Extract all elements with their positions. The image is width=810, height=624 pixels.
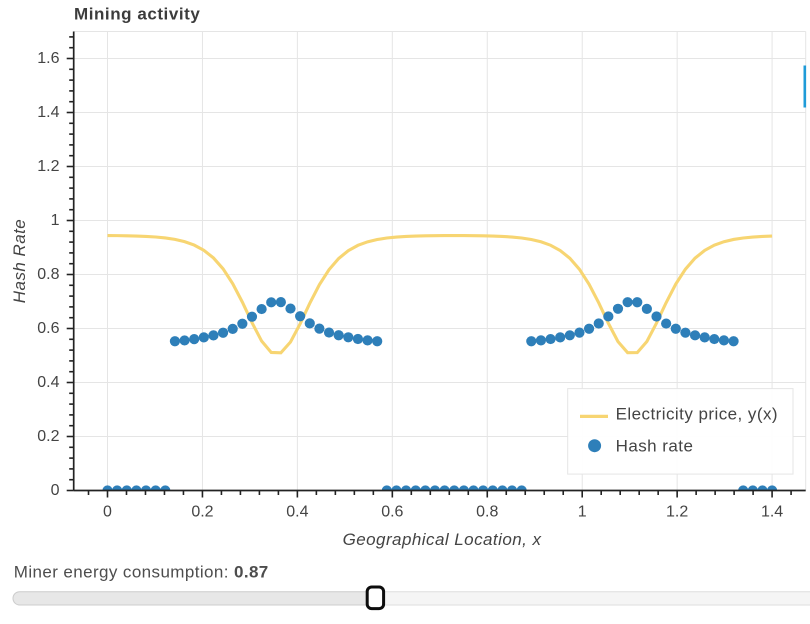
svg-text:Electricity price, y(x): Electricity price, y(x) [616,404,778,423]
svg-text:1.2: 1.2 [37,158,59,175]
svg-text:Hash Rate: Hash Rate [10,219,29,303]
svg-text:1.6: 1.6 [37,50,59,67]
svg-text:0.6: 0.6 [381,504,403,521]
svg-text:1.4: 1.4 [761,504,783,521]
svg-text:Hash rate: Hash rate [616,437,694,456]
svg-text:0: 0 [51,482,60,499]
svg-text:1: 1 [51,212,60,229]
svg-text:Mining activity: Mining activity [74,5,200,24]
svg-text:0.4: 0.4 [37,374,59,391]
svg-text:Geographical Location, x: Geographical Location, x [343,530,542,549]
svg-text:0.4: 0.4 [286,504,308,521]
svg-text:Miner energy consumption: 0.87: Miner energy consumption: 0.87 [14,563,269,582]
svg-text:1: 1 [578,504,587,521]
svg-text:0.8: 0.8 [476,504,498,521]
svg-text:0.2: 0.2 [37,428,59,445]
svg-text:1.2: 1.2 [666,504,688,521]
svg-text:0.6: 0.6 [37,320,59,337]
svg-text:0.8: 0.8 [37,266,59,283]
svg-text:0.2: 0.2 [191,504,213,521]
svg-text:0: 0 [103,504,112,521]
svg-text:1.4: 1.4 [37,104,59,121]
